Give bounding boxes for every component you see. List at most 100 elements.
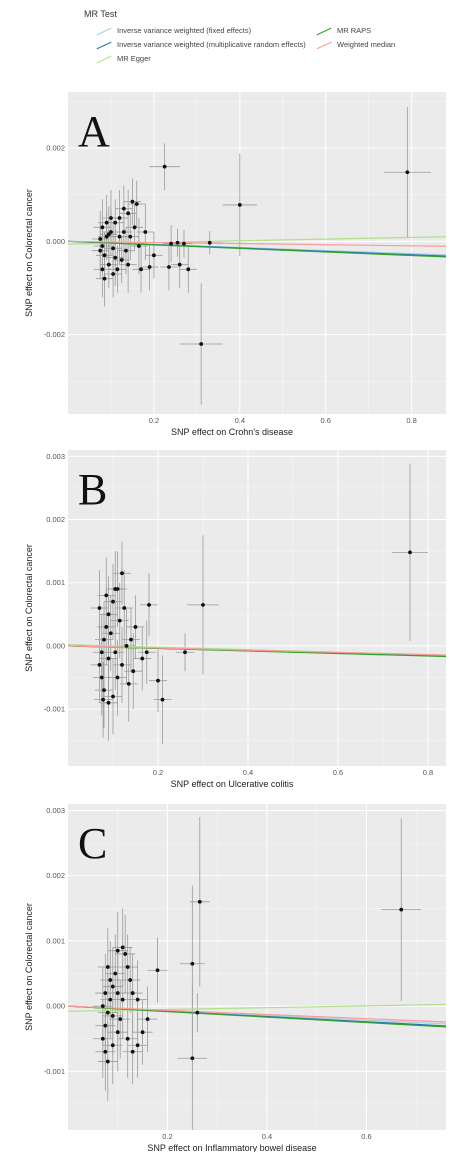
data-point [140, 656, 145, 661]
data-point [207, 240, 212, 245]
data-point [117, 618, 122, 623]
y-axis-title: SNP effect on Colorectal cancer [24, 903, 34, 1031]
regression-line [67, 240, 447, 258]
data-point [124, 248, 128, 253]
legend-item-weighted-median: Weighted median [316, 40, 395, 49]
data-point [237, 203, 242, 207]
y-tick-label: -0.002 [44, 330, 65, 339]
data-point [110, 1043, 115, 1048]
data-point [121, 206, 126, 211]
legend-swatch [316, 41, 332, 49]
data-point [197, 899, 202, 904]
x-tick-label: 0.2 [162, 1132, 172, 1141]
data-point [99, 650, 104, 655]
data-point [182, 241, 186, 246]
data-point [113, 971, 118, 976]
legend: MR Test Inverse variance weighted (fixed… [0, 0, 474, 100]
data-point [100, 1004, 105, 1009]
data-point [108, 997, 113, 1002]
data-point [195, 1010, 200, 1015]
data-point [143, 230, 148, 234]
data-point [132, 225, 137, 230]
data-point [123, 952, 128, 956]
data-point [122, 606, 127, 610]
data-point [147, 265, 152, 269]
panel-label: A [78, 107, 110, 156]
regression-line [67, 645, 447, 656]
data-point [147, 602, 151, 607]
scatter-panel-a: 0.2 0.4 0.6 0.8 -0.002 0.000 0.002 A SNP effect … [24, 92, 447, 437]
y-tick-label: 0.001 [46, 578, 65, 587]
data-point [104, 625, 109, 629]
data-point [177, 262, 182, 267]
y-tick-label: 0.003 [46, 452, 65, 461]
data-point [126, 681, 131, 686]
data-point [134, 202, 139, 206]
data-point [126, 211, 131, 216]
data-point [97, 662, 102, 667]
data-point [110, 984, 115, 989]
data-point [111, 272, 116, 276]
y-tick-label: -0.001 [44, 705, 65, 714]
data-point [155, 968, 160, 973]
data-point [399, 907, 404, 912]
data-point [405, 170, 410, 175]
data-point [135, 1043, 140, 1048]
legend-swatch [96, 55, 112, 63]
data-point [133, 625, 138, 629]
data-point [118, 1017, 123, 1022]
data-point [125, 965, 130, 969]
data-point [128, 234, 133, 239]
y-tick-label: 0.003 [46, 806, 65, 815]
data-point [104, 593, 109, 598]
data-point [113, 587, 118, 591]
y-axis-title: SNP effect on Colorectal cancer [24, 544, 34, 672]
data-point [106, 262, 111, 267]
data-point [120, 662, 124, 667]
data-point [97, 606, 102, 610]
x-tick-label: 0.6 [321, 416, 331, 425]
data-point [199, 342, 204, 346]
legend-item-ivw-fixed: Inverse variance weighted (fixed effects… [96, 26, 251, 35]
y-tick-label: 0.000 [46, 1002, 65, 1011]
y-tick-label: 0.002 [46, 515, 65, 524]
data-point [102, 253, 107, 258]
legend-swatch [316, 27, 332, 35]
data-point [100, 267, 105, 272]
data-point [111, 599, 115, 604]
legend-label: MR RAPS [337, 26, 372, 35]
data-point [160, 697, 165, 702]
data-point [120, 945, 125, 950]
data-point [144, 650, 149, 655]
data-point [120, 571, 124, 576]
legend-label: Inverse variance weighted (multiplicativ… [117, 40, 306, 49]
data-point [106, 232, 111, 237]
data-point [113, 650, 118, 655]
y-tick-label: 0.000 [46, 641, 65, 650]
data-point [121, 230, 126, 234]
data-point [152, 253, 156, 258]
x-tick-label: 0.6 [361, 1132, 371, 1141]
data-point [190, 961, 195, 966]
data-point [169, 241, 173, 246]
data-point [111, 246, 116, 251]
legend-item-mr-egger: MR Egger [96, 54, 151, 63]
data-point [110, 1014, 115, 1018]
data-point [125, 1036, 130, 1041]
data-point [106, 656, 111, 661]
x-tick-label: 0.8 [423, 768, 433, 777]
data-point [201, 602, 205, 607]
x-tick-label: 0.4 [262, 1132, 272, 1141]
data-point [101, 697, 105, 702]
data-point [111, 694, 115, 699]
data-point [99, 675, 104, 680]
data-point [129, 637, 133, 642]
x-tick-label: 0.2 [153, 768, 163, 777]
data-point [102, 276, 107, 281]
x-axis-title: SNP effect on Ulcerative colitis [171, 779, 294, 789]
y-axis-title: SNP effect on Colorectal cancer [24, 189, 34, 317]
legend-label: Weighted median [337, 40, 396, 49]
data-point [105, 1059, 110, 1064]
data-point [115, 991, 120, 995]
legend-label: MR Egger [117, 54, 151, 63]
